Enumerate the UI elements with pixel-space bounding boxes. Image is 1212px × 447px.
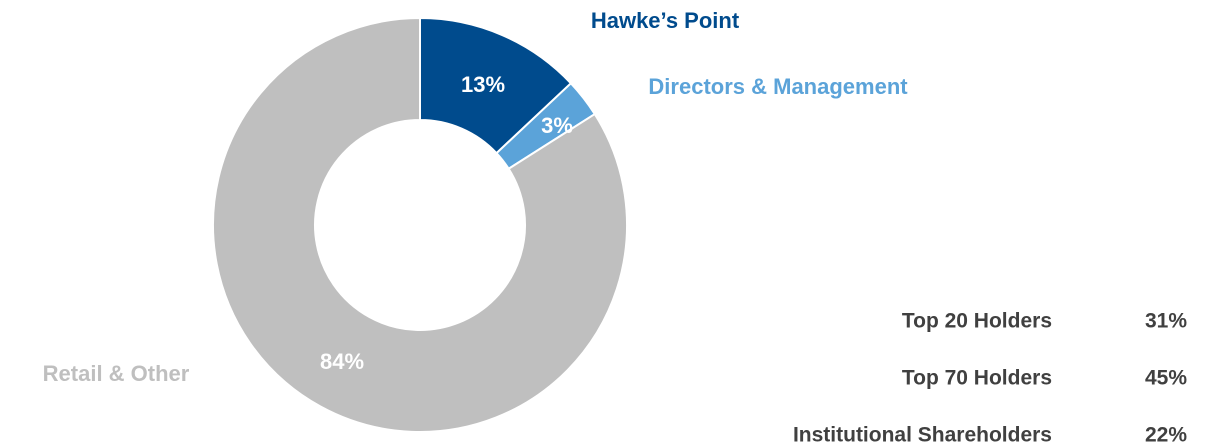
slice-label: Retail & Other <box>43 361 190 386</box>
data-label: 13% <box>461 72 505 97</box>
data-label: 84% <box>320 349 364 374</box>
slice-label: Directors & Management <box>648 74 908 99</box>
summary-value: 45% <box>1145 367 1187 390</box>
summary-label: Top 70 Holders <box>902 367 1052 390</box>
summary-label: Institutional Shareholders <box>793 424 1052 447</box>
slice-label: Hawke’s Point <box>591 8 740 33</box>
summary-label: Top 20 Holders <box>902 310 1052 333</box>
summary-value: 22% <box>1145 424 1187 447</box>
donut-slice <box>212 16 628 433</box>
summary-value: 31% <box>1145 310 1187 333</box>
data-label: 3% <box>541 113 573 138</box>
